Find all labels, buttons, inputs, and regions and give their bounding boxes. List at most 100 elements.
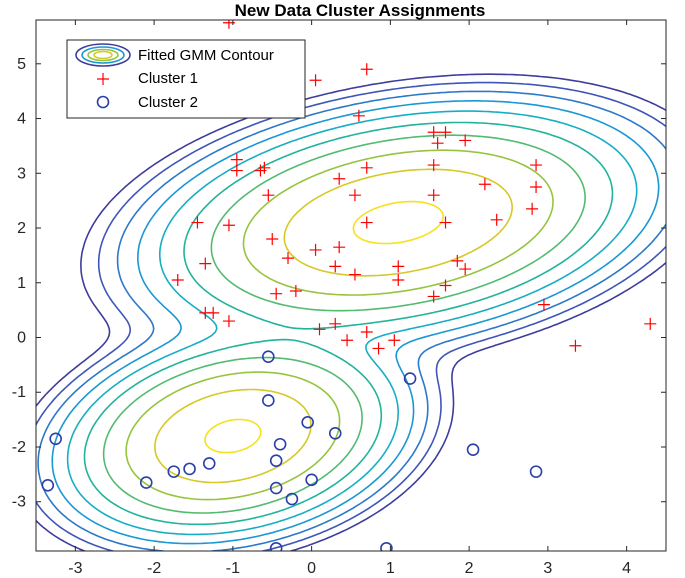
cluster-2-point [269, 481, 283, 495]
cluster-1-point [333, 172, 346, 185]
legend: Fitted GMM Contour Cluster 1 Cluster 2 [66, 39, 306, 119]
cluster-1-point [171, 274, 184, 287]
cluster-1-point [329, 317, 342, 330]
cluster-1-point [478, 178, 491, 191]
x-tick-label: 4 [622, 560, 631, 577]
axis-ticks: -3 -2 -1 0 1 2 3 4 -3 -2 -1 0 1 2 3 4 5 [12, 20, 666, 577]
cluster-2-point [403, 372, 417, 385]
y-tick-label: 4 [17, 111, 26, 128]
cluster-1-point [199, 257, 212, 270]
cluster-1-point [348, 189, 361, 202]
contour-level-10 [204, 200, 444, 454]
cluster-1-point [644, 317, 657, 330]
gmm-contours [36, 73, 666, 551]
contour-level-9 [154, 168, 513, 484]
cluster-2-point [269, 541, 283, 551]
cluster-1-point [329, 260, 342, 273]
contour-level-4 [51, 100, 660, 545]
cluster-2-point [328, 427, 342, 440]
x-tick-label: 2 [465, 560, 474, 577]
cluster-1-point [230, 164, 243, 177]
contour-level-3 [37, 90, 666, 551]
cluster-2-point [167, 465, 181, 478]
cluster-1-point [439, 216, 452, 229]
cluster-1-point [392, 274, 405, 287]
cluster-1-point [392, 260, 405, 273]
contour-level-7 [102, 134, 586, 514]
cluster-1-point [360, 326, 373, 339]
y-tick-label: 0 [17, 330, 26, 347]
cluster-2-point [466, 443, 480, 457]
legend-label-contour: Fitted GMM Contour [138, 47, 274, 64]
y-tick-label: 5 [17, 56, 26, 73]
cluster-1-point [341, 334, 354, 347]
cluster-1-point [427, 126, 440, 139]
cluster-2-point [305, 473, 318, 487]
x-tick-label: -1 [226, 560, 240, 577]
cluster-2-point [301, 416, 314, 429]
cluster-1-point [258, 161, 271, 174]
x-tick-label: -3 [68, 560, 82, 577]
cluster-1-point [222, 315, 235, 328]
legend-label-cluster-2: Cluster 2 [138, 94, 198, 111]
cluster-2-point [273, 437, 287, 451]
x-tick-label: 1 [386, 560, 395, 577]
cluster-1-point [222, 219, 235, 232]
cluster-1-point [439, 126, 452, 139]
cluster-2-point [262, 350, 275, 363]
x-tick-label: -2 [147, 560, 161, 577]
cluster-1-point [207, 306, 220, 319]
cluster-1-point [262, 189, 275, 202]
cluster-2-point [380, 541, 393, 551]
cluster-2-point [202, 457, 216, 470]
cluster-2-point [49, 432, 62, 446]
cluster-1-point [490, 213, 503, 226]
cluster-1-point [348, 268, 361, 281]
cluster-1-point [360, 216, 373, 229]
cluster-1-point [360, 161, 373, 174]
plot-frame [35, 19, 667, 552]
cluster-1-point [313, 323, 326, 336]
legend-label-cluster-1: Cluster 1 [138, 70, 198, 87]
x-tick-label: 3 [543, 560, 552, 577]
cluster-2-point [183, 462, 196, 476]
y-tick-label: 3 [17, 165, 26, 182]
cluster-1-point [427, 189, 440, 202]
y-tick-label: 2 [17, 220, 26, 237]
cluster-1-point [333, 241, 346, 254]
cluster-1-point [360, 63, 373, 76]
cluster-1-point [526, 202, 539, 215]
cluster-2-point [269, 454, 283, 467]
cluster-1-point [372, 342, 385, 355]
cluster-2-point [262, 394, 275, 407]
legend-plus-icon [97, 73, 109, 85]
contour-level-6 [83, 121, 614, 526]
cluster-1-point [530, 180, 543, 193]
legend-circle-icon [96, 95, 110, 109]
cluster-1-point [309, 74, 322, 87]
data-points [41, 20, 657, 551]
cluster-2-point [139, 476, 153, 489]
cluster-1-point [439, 279, 452, 292]
cluster-1-point [459, 263, 472, 276]
chart-title: New Data Cluster Assignments [235, 1, 486, 20]
contour-level-5 [66, 110, 638, 536]
cluster-1-point [451, 254, 464, 267]
cluster-2-point [529, 465, 543, 478]
cluster-1-point [459, 134, 472, 147]
x-tick-label: 0 [307, 560, 316, 577]
y-tick-label: -1 [12, 384, 26, 401]
cluster-1-point [388, 334, 401, 347]
contour-level-2 [36, 81, 666, 551]
cluster-1-point [431, 137, 444, 150]
cluster-1-point [289, 284, 302, 297]
cluster-1-point [352, 109, 365, 122]
cluster-1-point [266, 232, 279, 245]
cluster-1-point [427, 159, 440, 172]
cluster-1-point [569, 339, 582, 352]
cluster-1-point [282, 252, 294, 265]
contour-level-1 [36, 73, 666, 551]
cluster-1-point [427, 290, 440, 303]
cluster-1-point [191, 216, 204, 229]
